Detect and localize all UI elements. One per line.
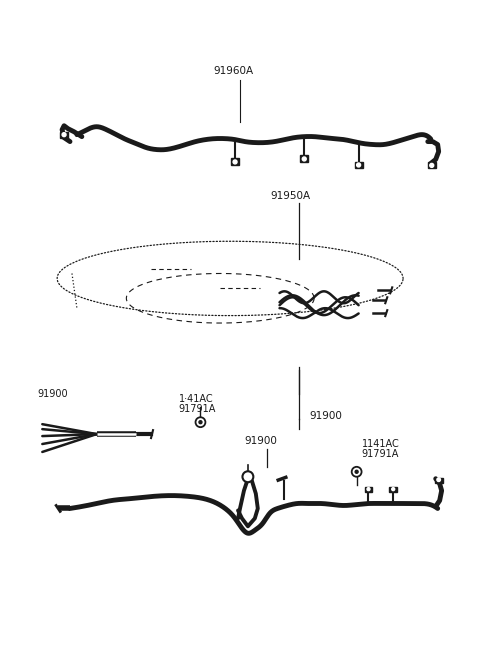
Circle shape <box>355 470 358 473</box>
Circle shape <box>242 471 253 482</box>
Circle shape <box>233 160 237 164</box>
Text: 91950A: 91950A <box>271 191 311 201</box>
Bar <box>355 162 362 168</box>
Text: 91791A: 91791A <box>179 404 216 415</box>
Text: 1141AC: 1141AC <box>361 439 399 449</box>
Bar <box>231 158 239 166</box>
Circle shape <box>352 467 361 477</box>
Bar <box>428 162 436 168</box>
Text: 91900: 91900 <box>309 411 342 421</box>
Bar <box>389 487 397 491</box>
Circle shape <box>357 163 360 167</box>
Bar <box>435 478 443 483</box>
Text: 91960A: 91960A <box>213 66 253 76</box>
Circle shape <box>392 487 395 491</box>
Bar <box>300 156 308 162</box>
Circle shape <box>367 487 370 491</box>
Circle shape <box>437 478 441 482</box>
Bar <box>364 487 372 491</box>
Circle shape <box>430 164 434 168</box>
Circle shape <box>199 420 202 424</box>
Bar <box>60 131 68 137</box>
Text: 91791A: 91791A <box>361 449 399 459</box>
Text: 1·41AC: 1·41AC <box>179 394 213 404</box>
Circle shape <box>195 417 205 427</box>
Text: 91900: 91900 <box>37 390 68 399</box>
Circle shape <box>62 133 66 137</box>
Text: 91900: 91900 <box>244 436 277 446</box>
Circle shape <box>302 157 306 161</box>
